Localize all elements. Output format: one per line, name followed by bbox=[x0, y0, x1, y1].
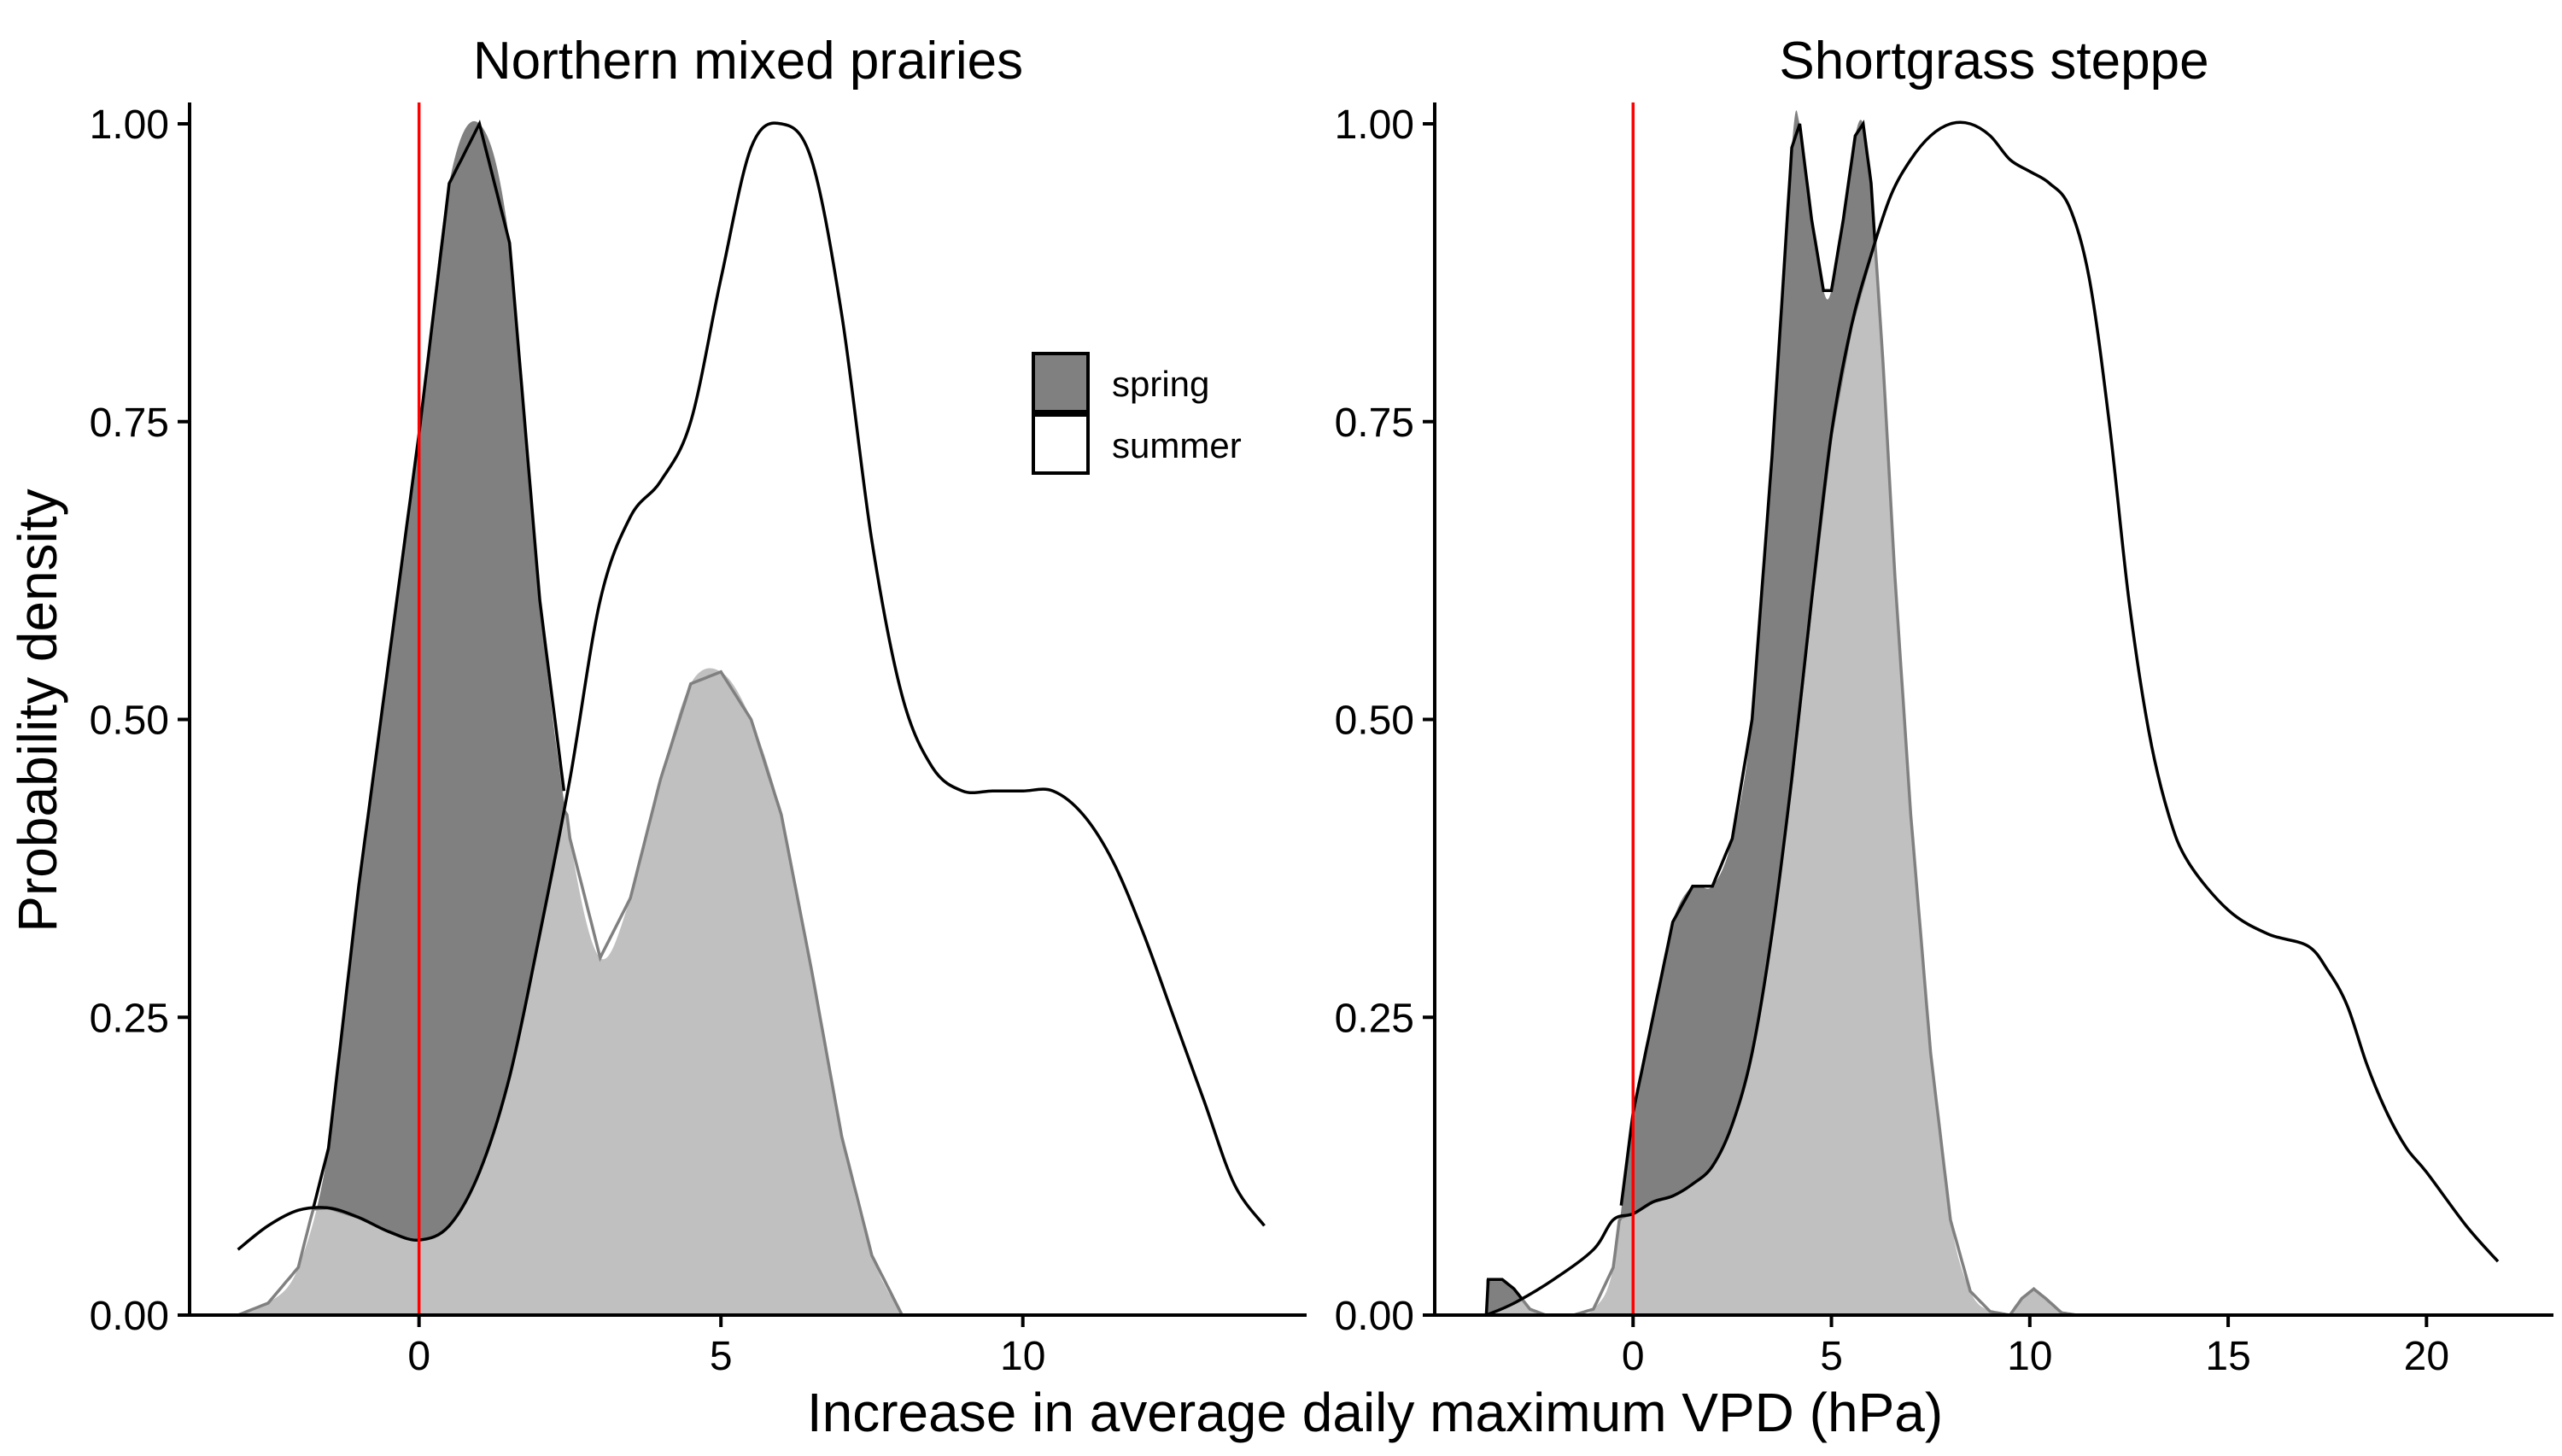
panel-shortgrass-steppe: 0.00 0.25 0.50 0.75 1.00 0 5 10 15 20 Shortgrass … bbox=[1335, 32, 2553, 1379]
series-line-summer bbox=[237, 121, 1266, 1251]
y-tick-label: 1.00 bbox=[90, 102, 169, 148]
y-tick-label: 0.75 bbox=[1335, 401, 1414, 446]
axes: 0.00 0.25 0.50 0.75 1.00 0 5 10 bbox=[90, 102, 1307, 1379]
x-tick-label: 10 bbox=[1000, 1334, 1045, 1379]
x-tick-label: 15 bbox=[2205, 1334, 2250, 1379]
legend-label-summer: summer bbox=[1112, 425, 1242, 465]
series-line-spring bbox=[1484, 1278, 1524, 1315]
series-area-spring bbox=[1486, 110, 2078, 1315]
series-line-summer bbox=[1485, 120, 2500, 1315]
panel-northern-mixed-prairies: 0.00 0.25 0.50 0.75 1.00 0 5 10 Northern mixed … bbox=[90, 32, 1307, 1379]
series-line-spring bbox=[312, 120, 566, 1208]
plot-area bbox=[237, 102, 1266, 1315]
y-tick-label: 0.00 bbox=[1335, 1294, 1414, 1339]
legend: spring summer bbox=[1032, 352, 1242, 475]
legend-label-spring: spring bbox=[1112, 364, 1209, 404]
y-tick-label: 0.25 bbox=[1335, 996, 1414, 1041]
x-tick-label: 5 bbox=[710, 1334, 733, 1379]
series-line-spring bbox=[1619, 120, 1877, 1206]
y-tick-label: 0.75 bbox=[90, 401, 169, 446]
x-axis-title: Increase in average daily maximum VPD (h… bbox=[807, 1382, 1943, 1443]
y-tick-label: 0.50 bbox=[90, 699, 169, 744]
panel-title: Shortgrass steppe bbox=[1779, 32, 2208, 91]
y-tick-label: 0.00 bbox=[90, 1294, 169, 1339]
y-tick-label: 0.50 bbox=[1335, 699, 1414, 744]
x-tick-label: 10 bbox=[2007, 1334, 2052, 1379]
y-tick-label: 1.00 bbox=[1335, 102, 1414, 148]
x-tick-label: 5 bbox=[1820, 1334, 1843, 1379]
x-tick-label: 0 bbox=[1622, 1334, 1645, 1379]
plot-area bbox=[1484, 102, 2500, 1315]
legend-swatch-summer bbox=[1032, 413, 1090, 475]
panel-title: Northern mixed prairies bbox=[473, 32, 1023, 91]
series-area-summer bbox=[1486, 122, 2498, 1315]
y-tick-label: 0.25 bbox=[90, 996, 169, 1041]
x-tick-label: 20 bbox=[2404, 1334, 2449, 1379]
legend-swatch-spring bbox=[1032, 352, 1090, 413]
x-tick-label: 0 bbox=[407, 1334, 430, 1379]
axes: 0.00 0.25 0.50 0.75 1.00 0 5 10 15 20 bbox=[1335, 102, 2553, 1379]
y-axis-title: Probability density bbox=[7, 488, 68, 932]
